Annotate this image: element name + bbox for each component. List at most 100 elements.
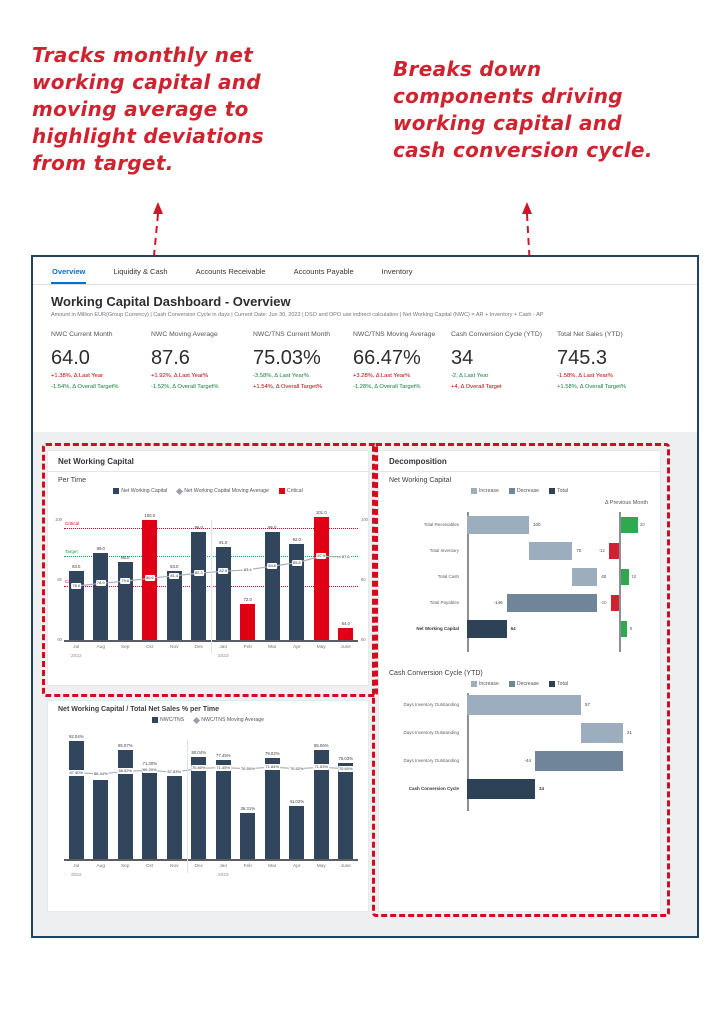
waterfall-bar-increase[interactable]	[529, 542, 573, 560]
legend-item[interactable]: Increase	[470, 488, 499, 494]
bar-Apr[interactable]	[289, 544, 305, 640]
ma-label: 70.50%	[239, 765, 256, 772]
y-tick-right: 60	[361, 637, 366, 642]
legend-label: Decrease	[516, 488, 540, 494]
year-label: 2022	[70, 654, 82, 659]
delta-bar[interactable]	[620, 621, 628, 637]
decomposition-nwc-subtitle: Net Working Capital	[389, 477, 452, 484]
legend-item[interactable]: NWC/TNS Moving Average	[193, 716, 264, 724]
kpi-tile[interactable]: NWC Current Month 64.0 +1.38%, Δ Last Year…	[51, 331, 151, 393]
per-time-subtitle: Per Time	[58, 477, 87, 484]
delta-bar[interactable]	[620, 569, 629, 585]
ccc-waterfall-chart: Days Inventory Outstanding 57 Days Invento…	[387, 691, 652, 816]
legend-item[interactable]: Critical	[278, 488, 303, 494]
kpi-tile[interactable]: NWC/TNS Current Month 75.03% -3.58%, Δ Las…	[253, 331, 353, 393]
bar-Feb[interactable]	[240, 604, 256, 640]
legend-item[interactable]: Decrease	[508, 681, 540, 687]
bar-Aug[interactable]	[93, 779, 109, 859]
bar-label: 72.0	[243, 597, 252, 602]
tab-accounts-payable[interactable]: Accounts Payable	[293, 267, 354, 276]
legend-item[interactable]: Net Working Capital Moving Average	[176, 487, 269, 495]
bar-label: 85.07%	[117, 743, 133, 749]
bar-Oct[interactable]	[142, 767, 158, 859]
kpi-value: 34	[451, 347, 474, 369]
kpi-delta: -1.54%, Δ Overall Target%	[51, 384, 119, 391]
bar-May[interactable]	[313, 517, 329, 640]
waterfall-bar-total[interactable]	[467, 779, 535, 799]
kpi-delta: +4, Δ Overall Target	[451, 384, 502, 391]
delta-bar[interactable]	[620, 517, 638, 533]
legend-item[interactable]: NWC/TNS	[152, 717, 184, 723]
waterfall-bar-increase[interactable]	[572, 568, 598, 586]
waterfall-row-label: Total Receivables	[423, 522, 459, 527]
legend-item[interactable]: Net Working Capital	[113, 488, 167, 494]
kpi-tile[interactable]: Total Net Sales (YTD) 745.3 -1.58%, Δ Last…	[557, 331, 679, 393]
ma-label: 79.6	[120, 578, 131, 585]
waterfall-bar-total[interactable]	[467, 620, 507, 638]
legend-label: Decrease	[516, 681, 540, 687]
bar-Dec[interactable]	[191, 756, 207, 859]
waterfall-value: 21	[627, 730, 633, 735]
kpi-label: Cash Conversion Cycle (YTD)	[451, 331, 543, 338]
legend-item[interactable]: Increase	[470, 681, 499, 687]
x-axis	[64, 859, 358, 861]
bar-May[interactable]	[313, 750, 329, 859]
month-label: Apr	[293, 864, 301, 869]
month-label: Oct	[146, 645, 154, 650]
kpi-label: NWC Moving Average	[151, 331, 218, 338]
year-label: 2023	[217, 654, 229, 659]
bar-June[interactable]	[338, 762, 354, 859]
month-label: Sep	[120, 645, 130, 650]
bar-Mar[interactable]	[264, 757, 280, 859]
legend-item[interactable]: Decrease	[508, 488, 540, 494]
bar-label: 86.0	[121, 555, 130, 560]
bar-Aug[interactable]	[93, 553, 109, 640]
bar-Nov[interactable]	[166, 571, 182, 640]
bar-label: 79.02%	[264, 750, 280, 756]
waterfall-row-label: Days Inventory Outstanding	[403, 758, 459, 763]
waterfall-row-label: Total Inventory	[429, 548, 459, 553]
bar-label: 36.31%	[240, 805, 256, 811]
bar-Dec[interactable]	[191, 532, 207, 640]
bar-Mar[interactable]	[264, 532, 280, 640]
ma-label: 70.60%	[337, 765, 354, 772]
month-label: Jul	[73, 645, 80, 650]
nwc-tns-legend: NWC/TNS NWC/TNS Moving Average	[48, 716, 368, 724]
bar-label: 64.0	[341, 621, 350, 626]
kpi-tile[interactable]: Cash Conversion Cycle (YTD) 34 -2, Δ Last …	[451, 331, 557, 393]
month-label: June	[340, 864, 351, 869]
waterfall-value: 64	[510, 626, 516, 631]
delta-bar[interactable]	[608, 543, 619, 559]
waterfall-bar-increase[interactable]	[467, 516, 529, 534]
bar-Sep[interactable]	[117, 750, 133, 859]
waterfall-bar-increase[interactable]	[467, 695, 581, 715]
kpi-tile[interactable]: NWC Moving Average 87.6 +1.92%, Δ Last Yea…	[151, 331, 253, 393]
bar-Nov[interactable]	[166, 775, 182, 859]
bar-label: 85.06%	[313, 743, 329, 749]
bar-Jan[interactable]	[215, 759, 231, 859]
legend-item[interactable]: Total	[549, 681, 568, 687]
delta-bar[interactable]	[610, 595, 619, 611]
legend-square-icon	[113, 488, 120, 494]
bar-Apr[interactable]	[289, 806, 305, 859]
month-label: Mar	[268, 645, 277, 650]
nwc-tns-card: Net Working Capital / Total Net Sales % …	[47, 700, 369, 912]
tab-liquidity-cash[interactable]: Liquidity & Cash	[113, 267, 168, 276]
month-label: Dec	[194, 645, 204, 650]
ma-label: 83.4	[242, 566, 253, 573]
waterfall-row-label: Days Inventory Outstanding	[403, 730, 459, 735]
bar-Feb[interactable]	[240, 812, 256, 859]
bar-label: 83.0	[72, 564, 81, 569]
kpi-tile[interactable]: NWC/TNS Moving Average 66.47% +3.28%, Δ La…	[353, 331, 451, 393]
waterfall-bar-increase[interactable]	[581, 723, 623, 743]
ma-label: 70.52%	[288, 765, 305, 772]
legend-item[interactable]: Total	[549, 488, 568, 494]
waterfall-bar-decrease[interactable]	[506, 594, 598, 612]
tab-accounts-receivable[interactable]: Accounts Receivable	[195, 267, 266, 276]
tab-inventory[interactable]: Inventory	[381, 267, 413, 276]
bar-June[interactable]	[338, 628, 354, 640]
waterfall-bar-decrease[interactable]	[535, 751, 623, 771]
ma-label: 80.6	[144, 575, 155, 582]
tab-overview[interactable]: Overview	[51, 260, 87, 284]
legend-label: NWC/TNS Moving Average	[201, 717, 264, 723]
